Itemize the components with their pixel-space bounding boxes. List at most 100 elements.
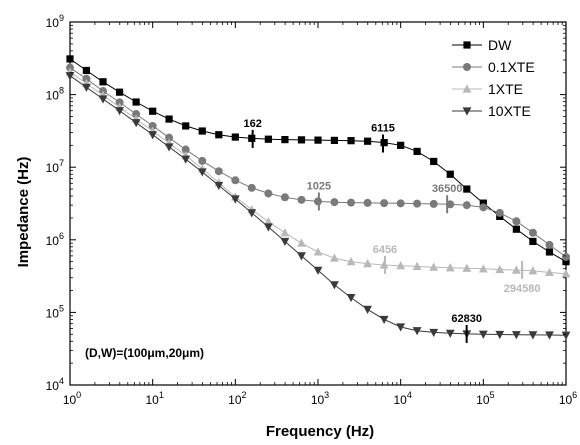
data-point (247, 209, 257, 218)
data-point (263, 223, 273, 232)
y-tick-label: 106 (46, 231, 64, 248)
data-point (528, 331, 538, 340)
y-tick-label: 108 (46, 86, 64, 103)
data-point (495, 208, 504, 217)
data-point (132, 110, 141, 119)
data-point (165, 133, 174, 142)
data-point (511, 331, 521, 340)
data-point (115, 98, 124, 107)
data-point (445, 329, 455, 338)
data-point (281, 135, 289, 144)
data-point (363, 198, 372, 207)
data-point (115, 88, 124, 96)
data-point (231, 176, 240, 185)
x-tick-label: 105 (476, 390, 494, 407)
data-point (346, 293, 356, 303)
condition-label: (D,W)=(100μm,20μm) (85, 346, 204, 360)
data-point (495, 264, 505, 274)
data-point (148, 131, 158, 140)
data-point (198, 156, 207, 165)
data-point (363, 305, 372, 314)
data-point (330, 136, 339, 144)
data-point (429, 199, 438, 208)
data-point (99, 78, 107, 86)
x-axis-title: Frequency (Hz) (266, 423, 374, 440)
data-point (247, 183, 256, 192)
legend-item: DW (452, 37, 512, 53)
data-point (396, 199, 405, 208)
data-point (330, 281, 339, 290)
legend-marker (462, 107, 472, 116)
data-point (181, 145, 190, 154)
data-point (330, 198, 339, 207)
data-point (115, 107, 124, 116)
legend-label: 10XTE (488, 103, 531, 119)
data-point (231, 133, 239, 141)
tick-layer: 100 101 102 103 104 105 106 104 105 106 107 108 109 (46, 13, 578, 407)
data-point (181, 155, 191, 164)
data-point (529, 237, 537, 246)
data-point (379, 315, 389, 325)
data-point (413, 199, 422, 208)
data-point (264, 135, 272, 143)
data-point (430, 157, 438, 166)
data-point (545, 240, 554, 249)
data-point (165, 115, 173, 123)
data-point (280, 237, 290, 247)
data-point (363, 259, 372, 268)
data-point (446, 200, 455, 209)
legend-label: 0.1XTE (488, 59, 535, 75)
data-point (429, 262, 439, 271)
data-point (463, 185, 471, 193)
data-point (479, 203, 488, 212)
data-point (363, 137, 372, 145)
data-point (347, 198, 356, 207)
series-1XTE (65, 67, 571, 278)
data-point (346, 257, 356, 266)
legend: DW 0.1XTE 1XTE 10XTE (452, 37, 535, 119)
data-point (198, 127, 206, 135)
data-point (297, 195, 306, 204)
data-point (131, 119, 141, 128)
data-point (561, 331, 571, 340)
data-point (545, 267, 554, 277)
data-point (280, 193, 289, 202)
legend-item: 0.1XTE (452, 59, 535, 75)
marker-label: 294580 (504, 283, 541, 295)
marker-label: 62830 (451, 313, 482, 325)
data-point (214, 167, 223, 176)
legend-marker (463, 63, 471, 71)
x-tick-label: 103 (311, 390, 329, 407)
marker-label: 1025 (307, 180, 331, 192)
data-point (149, 107, 157, 115)
data-point (314, 136, 322, 144)
data-point (297, 252, 306, 261)
data-point (396, 261, 406, 270)
series-10XTE (65, 72, 571, 340)
data-point (82, 66, 91, 75)
data-point (264, 189, 273, 198)
x-tick-label: 101 (145, 390, 163, 407)
data-point (380, 139, 388, 147)
y-tick-label: 109 (46, 13, 64, 30)
data-point (313, 266, 323, 275)
marker-label: 6456 (373, 244, 397, 256)
data-point (132, 98, 140, 106)
data-point (297, 136, 306, 144)
marker-label: 36500 (432, 183, 463, 195)
x-tick-label: 104 (393, 390, 411, 407)
data-point (479, 199, 487, 207)
data-point (462, 263, 472, 272)
legend-item: 10XTE (452, 103, 531, 119)
legend-item: 1XTE (452, 81, 523, 97)
y-axis-title: Impedance (Hz) (15, 157, 32, 268)
data-point (98, 95, 108, 104)
data-point (347, 137, 355, 145)
legend-label: 1XTE (488, 81, 523, 97)
data-point (429, 328, 439, 338)
data-point (528, 266, 538, 275)
data-point (495, 330, 505, 340)
data-point (445, 263, 455, 272)
legend-marker (463, 41, 471, 49)
